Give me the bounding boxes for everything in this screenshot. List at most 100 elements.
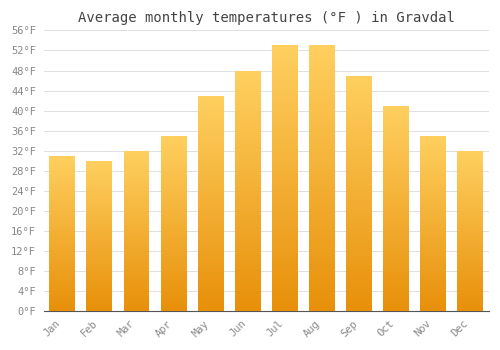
Bar bbox=[198, 189, 224, 190]
Bar bbox=[309, 63, 335, 64]
Bar bbox=[420, 193, 446, 194]
Bar bbox=[458, 194, 483, 195]
Bar bbox=[309, 174, 335, 176]
Bar bbox=[198, 210, 224, 211]
Bar bbox=[458, 186, 483, 187]
Bar bbox=[198, 140, 224, 141]
Bar bbox=[50, 242, 76, 243]
Bar bbox=[346, 184, 372, 185]
Bar bbox=[198, 150, 224, 152]
Bar bbox=[383, 302, 409, 303]
Bar bbox=[198, 209, 224, 210]
Bar bbox=[458, 270, 483, 271]
Bar bbox=[86, 238, 113, 239]
Bar bbox=[160, 280, 186, 281]
Bar bbox=[420, 260, 446, 261]
Bar bbox=[346, 236, 372, 237]
Bar bbox=[458, 265, 483, 266]
Bar bbox=[383, 193, 409, 194]
Bar bbox=[235, 264, 261, 265]
Bar bbox=[272, 72, 298, 74]
Bar bbox=[346, 166, 372, 167]
Bar bbox=[86, 162, 113, 163]
Bar bbox=[124, 178, 150, 179]
Bar bbox=[198, 153, 224, 154]
Bar bbox=[50, 161, 76, 162]
Bar bbox=[160, 215, 186, 216]
Bar bbox=[346, 305, 372, 306]
Bar bbox=[86, 233, 113, 234]
Bar bbox=[198, 240, 224, 241]
Bar bbox=[160, 156, 186, 157]
Bar bbox=[235, 269, 261, 270]
Bar bbox=[50, 191, 76, 192]
Bar bbox=[235, 275, 261, 276]
Bar bbox=[124, 264, 150, 265]
Bar bbox=[383, 257, 409, 258]
Bar bbox=[160, 266, 186, 267]
Bar bbox=[309, 260, 335, 262]
Bar bbox=[346, 177, 372, 178]
Bar bbox=[198, 139, 224, 140]
Bar bbox=[420, 191, 446, 192]
Bar bbox=[124, 189, 150, 190]
Bar bbox=[235, 113, 261, 114]
Bar bbox=[420, 222, 446, 223]
Bar bbox=[272, 106, 298, 108]
Bar bbox=[346, 213, 372, 215]
Bar bbox=[346, 170, 372, 171]
Bar bbox=[198, 273, 224, 274]
Bar bbox=[235, 247, 261, 248]
Bar bbox=[346, 107, 372, 108]
Bar bbox=[124, 194, 150, 195]
Bar bbox=[198, 110, 224, 111]
Bar bbox=[309, 257, 335, 258]
Bar bbox=[346, 148, 372, 150]
Bar bbox=[198, 269, 224, 270]
Bar bbox=[198, 287, 224, 288]
Bar bbox=[346, 94, 372, 96]
Bar bbox=[198, 198, 224, 199]
Bar bbox=[124, 294, 150, 295]
Bar bbox=[346, 228, 372, 229]
Bar bbox=[50, 220, 76, 221]
Bar bbox=[124, 273, 150, 274]
Bar bbox=[160, 182, 186, 183]
Bar bbox=[309, 92, 335, 93]
Bar bbox=[235, 168, 261, 169]
Bar bbox=[235, 143, 261, 144]
Bar bbox=[383, 226, 409, 227]
Bar bbox=[124, 230, 150, 231]
Bar bbox=[50, 238, 76, 239]
Bar bbox=[346, 108, 372, 110]
Bar bbox=[50, 207, 76, 208]
Bar bbox=[124, 284, 150, 285]
Bar bbox=[235, 78, 261, 79]
Bar bbox=[383, 283, 409, 284]
Bar bbox=[420, 169, 446, 170]
Bar bbox=[346, 140, 372, 141]
Bar bbox=[383, 235, 409, 236]
Bar bbox=[86, 229, 113, 230]
Bar bbox=[235, 151, 261, 152]
Bar bbox=[124, 191, 150, 192]
Bar bbox=[160, 223, 186, 224]
Bar bbox=[309, 68, 335, 69]
Bar bbox=[458, 285, 483, 286]
Bar bbox=[235, 140, 261, 141]
Bar bbox=[160, 268, 186, 269]
Bar bbox=[309, 303, 335, 304]
Bar bbox=[160, 222, 186, 223]
Bar bbox=[458, 310, 483, 311]
Bar bbox=[309, 206, 335, 208]
Bar bbox=[272, 137, 298, 138]
Bar bbox=[160, 301, 186, 302]
Bar bbox=[420, 215, 446, 216]
Bar bbox=[309, 52, 335, 54]
Bar bbox=[420, 154, 446, 155]
Bar bbox=[383, 190, 409, 191]
Bar bbox=[50, 203, 76, 204]
Bar bbox=[346, 212, 372, 213]
Bar bbox=[160, 185, 186, 186]
Bar bbox=[420, 253, 446, 254]
